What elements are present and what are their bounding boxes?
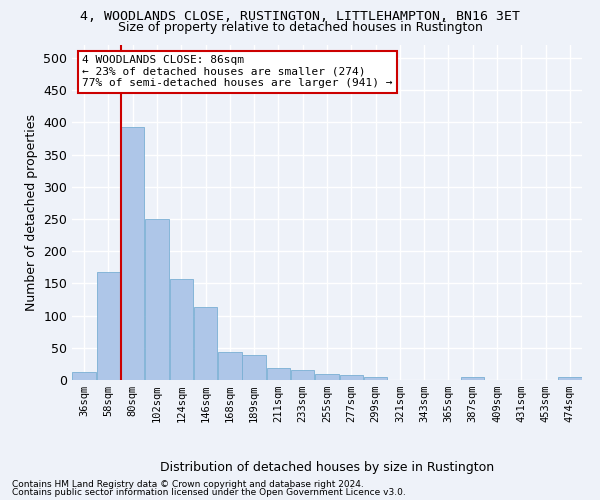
Bar bbox=[558, 377, 581, 380]
Bar bbox=[194, 306, 217, 380]
Bar bbox=[291, 370, 314, 380]
Y-axis label: Number of detached properties: Number of detached properties bbox=[25, 114, 38, 311]
Bar bbox=[170, 279, 193, 380]
Text: Contains public sector information licensed under the Open Government Licence v3: Contains public sector information licen… bbox=[12, 488, 406, 497]
Bar bbox=[315, 374, 339, 380]
Bar bbox=[145, 219, 169, 380]
Bar bbox=[97, 272, 120, 380]
Bar bbox=[266, 368, 290, 380]
Text: 4, WOODLANDS CLOSE, RUSTINGTON, LITTLEHAMPTON, BN16 3ET: 4, WOODLANDS CLOSE, RUSTINGTON, LITTLEHA… bbox=[80, 10, 520, 23]
Bar bbox=[73, 372, 96, 380]
Bar bbox=[461, 377, 484, 380]
Text: Size of property relative to detached houses in Rustington: Size of property relative to detached ho… bbox=[118, 22, 482, 35]
Bar bbox=[218, 352, 242, 380]
Bar bbox=[121, 127, 145, 380]
Text: 4 WOODLANDS CLOSE: 86sqm
← 23% of detached houses are smaller (274)
77% of semi-: 4 WOODLANDS CLOSE: 86sqm ← 23% of detach… bbox=[82, 55, 392, 88]
Text: Contains HM Land Registry data © Crown copyright and database right 2024.: Contains HM Land Registry data © Crown c… bbox=[12, 480, 364, 489]
Bar bbox=[242, 355, 266, 380]
X-axis label: Distribution of detached houses by size in Rustington: Distribution of detached houses by size … bbox=[160, 461, 494, 474]
Bar bbox=[364, 377, 388, 380]
Bar bbox=[340, 376, 363, 380]
